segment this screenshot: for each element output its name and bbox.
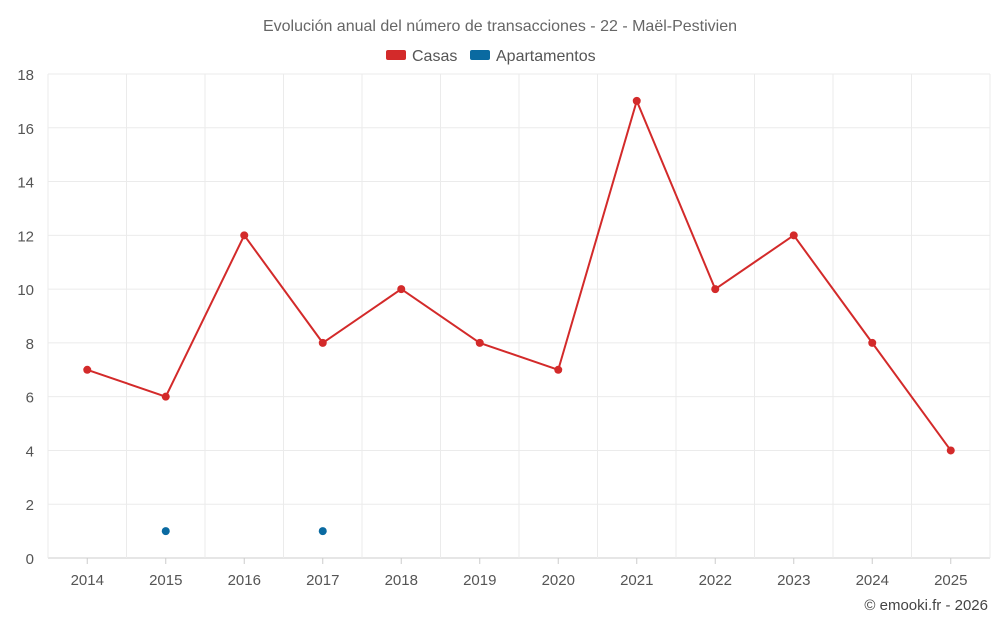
legend-label-casas[interactable]: Casas: [412, 48, 457, 65]
series-line-casas: [86, 99, 952, 452]
y-tick-label: 4: [26, 443, 34, 460]
x-tick-label: 2023: [777, 572, 810, 589]
data-point-casas[interactable]: [868, 338, 877, 347]
y-tick-label: 2: [26, 497, 34, 514]
data-point-casas[interactable]: [240, 231, 249, 240]
data-point-apartamentos[interactable]: [161, 527, 170, 536]
data-point-casas[interactable]: [475, 338, 484, 347]
y-tick-label: 0: [26, 551, 34, 568]
legend-swatch-apartamentos[interactable]: [470, 50, 490, 60]
x-tick-label: 2022: [699, 572, 732, 589]
y-tick-label: 14: [17, 175, 34, 192]
x-tick-label: 2016: [228, 572, 261, 589]
x-axis: 2014 2015 2016 2017 2018 2019 2020 2021 2022 2023…: [71, 558, 967, 589]
credit-text: © emooki.fr - 2026: [864, 597, 988, 614]
y-tick-label: 16: [17, 121, 34, 138]
data-point-casas[interactable]: [83, 365, 92, 374]
series-layer: [83, 96, 955, 536]
data-point-casas[interactable]: [318, 338, 327, 347]
data-point-casas[interactable]: [789, 231, 798, 240]
x-tick-label: 2021: [620, 572, 653, 589]
y-axis: 0 2 4 6 8 10 12 14 16 18: [17, 67, 34, 568]
x-tick-label: 2017: [306, 572, 339, 589]
data-point-casas[interactable]: [554, 365, 563, 374]
x-tick-label: 2015: [149, 572, 182, 589]
x-tick-label: 2014: [71, 572, 104, 589]
x-tick-label: 2025: [934, 572, 967, 589]
x-tick-label: 2020: [542, 572, 575, 589]
y-tick-label: 10: [17, 282, 34, 299]
grid: [47, 73, 991, 559]
legend: Casas Apartamentos: [386, 48, 596, 65]
y-tick-label: 18: [17, 67, 34, 84]
legend-label-apartamentos[interactable]: Apartamentos: [496, 48, 596, 65]
y-tick-label: 8: [26, 336, 34, 353]
data-point-casas[interactable]: [161, 392, 170, 401]
y-tick-label: 6: [26, 390, 34, 407]
data-point-apartamentos[interactable]: [318, 527, 327, 536]
data-point-casas[interactable]: [711, 285, 720, 294]
data-point-casas[interactable]: [397, 285, 406, 294]
x-tick-label: 2018: [385, 572, 418, 589]
legend-swatch-casas[interactable]: [386, 50, 406, 60]
data-point-casas[interactable]: [632, 96, 641, 105]
x-tick-label: 2019: [463, 572, 496, 589]
x-tick-label: 2024: [856, 572, 889, 589]
chart-title: Evolución anual del número de transaccio…: [263, 18, 737, 35]
y-tick-label: 12: [17, 228, 34, 245]
data-point-casas[interactable]: [946, 446, 955, 455]
